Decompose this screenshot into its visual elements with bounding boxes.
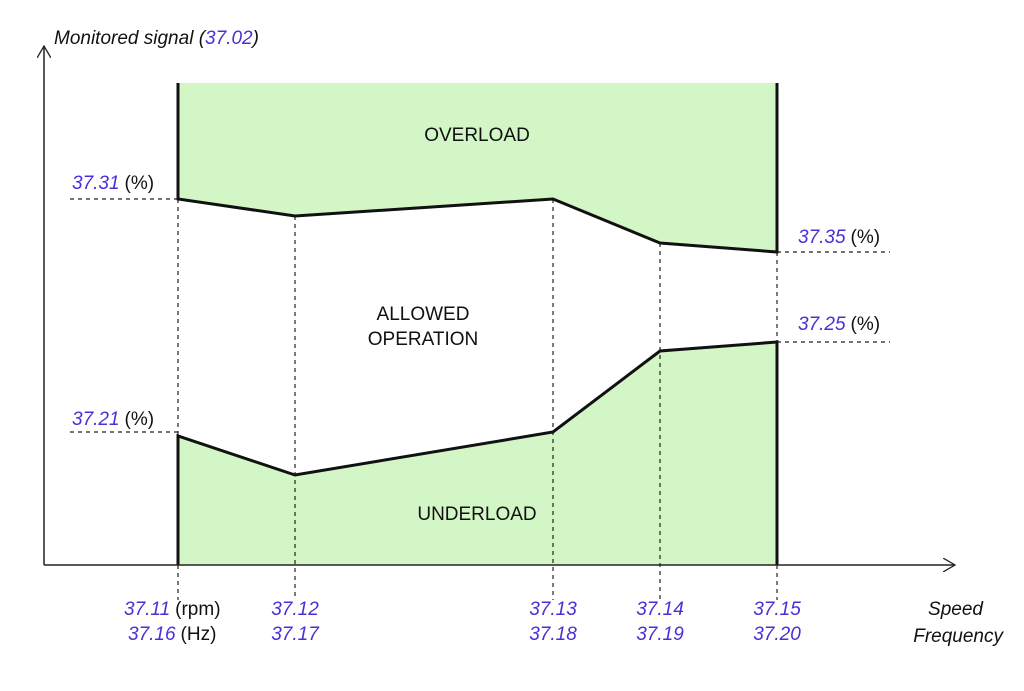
region-label: UNDERLOAD (417, 504, 536, 525)
text-part: (Hz) (181, 624, 217, 645)
region-label: ALLOWED (377, 304, 470, 325)
text-part: (%) (125, 409, 155, 430)
overload-limit (176, 83, 779, 254)
region-label: OPERATION (368, 329, 479, 350)
text-part: 37.11 (124, 599, 170, 620)
x-axis-label: Frequency (913, 626, 1004, 647)
region-label: OVERLOAD (424, 125, 530, 146)
text-part: (%) (125, 173, 155, 194)
underload-area (178, 342, 777, 565)
text-part: 37.16 (128, 624, 176, 645)
frequency-label: 37.18 (529, 624, 577, 645)
overload-area (178, 83, 777, 252)
underload-limit (176, 340, 779, 565)
frequency-label: 37.17 (271, 624, 320, 645)
frequency-label: 37.20 (753, 624, 801, 645)
level-label: 37.21 (%) (72, 409, 154, 430)
level-label: 37.25 (%) (798, 314, 880, 335)
text-part: 37.21 (72, 409, 120, 430)
x-axis-label: Speed (928, 599, 984, 620)
text-part: 37.25 (798, 314, 846, 335)
text-part: 37.31 (72, 173, 120, 194)
frequency-label: 37.19 (636, 624, 684, 645)
level-label: 37.31 (%) (72, 173, 154, 194)
speed-label: 37.14 (636, 599, 684, 620)
text-part: (%) (851, 314, 881, 335)
guide-lines (70, 198, 890, 600)
speed-label: 37.13 (529, 599, 577, 620)
text-part: Monitored signal ( (54, 28, 207, 49)
text-part: 37.02 (205, 28, 253, 49)
y-axis-label: Monitored signal (37.02) (54, 28, 259, 49)
text-part: 37.35 (798, 227, 846, 248)
text-part: (rpm) (175, 599, 220, 620)
frequency-label: 37.16 (Hz) (128, 624, 216, 645)
text-part: ) (251, 28, 259, 49)
level-label: 37.35 (%) (798, 227, 880, 248)
speed-label: 37.12 (271, 599, 319, 620)
speed-label: 37.15 (753, 599, 801, 620)
speed-label: 37.11 (rpm) (124, 599, 221, 620)
text-part: (%) (851, 227, 881, 248)
